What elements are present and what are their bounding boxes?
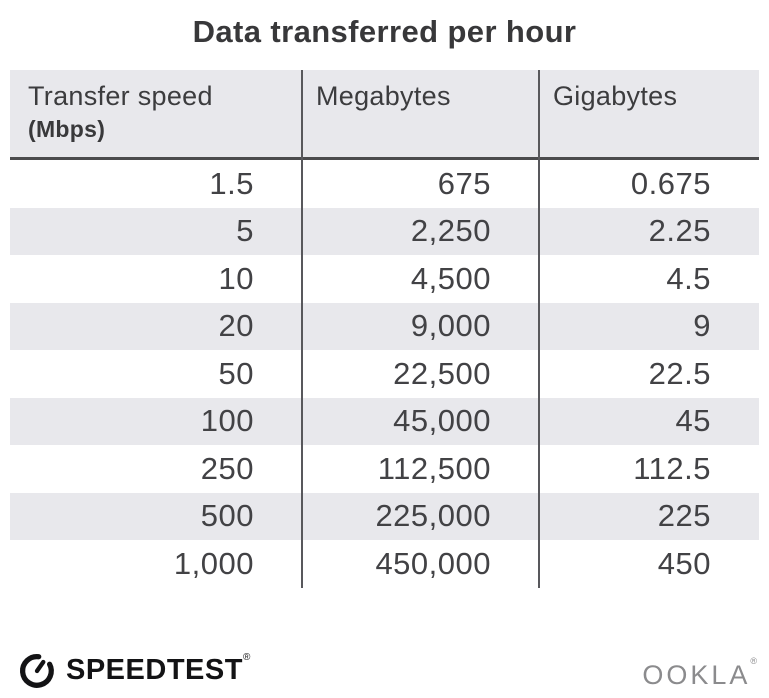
cell-speed: 10 xyxy=(218,260,254,296)
table-header: Transfer speed (Mbps) Megabytes Gigabyte… xyxy=(10,70,759,160)
header-label: Megabytes xyxy=(316,81,451,111)
speedtest-gauge-icon xyxy=(16,649,58,691)
table-row: 5 2,250 2.25 xyxy=(10,207,759,255)
header-cell-megabytes: Megabytes xyxy=(302,70,539,157)
cell-speed: 100 xyxy=(200,403,254,439)
cell-gigabytes: 4.5 xyxy=(666,260,711,296)
cell-gigabytes: 22.5 xyxy=(648,355,711,391)
table-body: 1.5 675 0.675 5 2,250 2.25 10 4,500 4.5 … xyxy=(10,160,759,588)
cell-megabytes: 225,000 xyxy=(375,498,491,534)
cell-gigabytes: 9 xyxy=(693,308,711,344)
table-row: 500 225,000 225 xyxy=(10,492,759,540)
data-table: Transfer speed (Mbps) Megabytes Gigabyte… xyxy=(10,70,759,588)
cell-speed: 250 xyxy=(200,450,254,486)
cell-megabytes: 22,500 xyxy=(393,355,491,391)
speedtest-wordmark: SPEEDTEST® xyxy=(66,651,251,686)
table-row: 1,000 450,000 450 xyxy=(10,540,759,588)
cell-gigabytes: 225 xyxy=(657,498,711,534)
cell-speed: 1.5 xyxy=(209,165,254,201)
cell-gigabytes: 2.25 xyxy=(648,213,711,249)
cell-gigabytes: 0.675 xyxy=(630,165,711,201)
column-divider xyxy=(538,70,540,588)
speedtest-logo: SPEEDTEST® xyxy=(16,649,251,691)
header-sublabel-mbps: (Mbps) xyxy=(28,116,106,142)
cell-speed: 1,000 xyxy=(173,545,254,581)
cell-speed: 5 xyxy=(236,213,254,249)
cell-megabytes: 4,500 xyxy=(410,260,491,296)
registered-mark: ® xyxy=(750,656,757,666)
header-cell-transfer-speed: Transfer speed (Mbps) xyxy=(10,70,302,157)
cell-megabytes: 112,500 xyxy=(377,450,491,486)
table-row: 250 112,500 112.5 xyxy=(10,445,759,493)
table-row: 10 4,500 4.5 xyxy=(10,255,759,303)
registered-mark: ® xyxy=(242,651,251,663)
table-row: 20 9,000 9 xyxy=(10,302,759,350)
ookla-wordmark: OOKLA® xyxy=(642,656,757,690)
table-row: 1.5 675 0.675 xyxy=(10,160,759,208)
column-divider xyxy=(301,70,303,588)
cell-gigabytes: 112.5 xyxy=(633,450,711,486)
cell-megabytes: 45,000 xyxy=(393,403,491,439)
cell-speed: 50 xyxy=(218,355,254,391)
cell-speed: 20 xyxy=(218,308,254,344)
cell-gigabytes: 45 xyxy=(675,403,711,439)
cell-megabytes: 2,250 xyxy=(410,213,491,249)
header-label: Transfer speed xyxy=(28,81,213,111)
cell-speed: 500 xyxy=(200,498,254,534)
page-title: Data transferred per hour xyxy=(192,14,577,49)
cell-megabytes: 675 xyxy=(437,165,491,201)
header-cell-gigabytes: Gigabytes xyxy=(539,70,759,157)
table-row: 100 45,000 45 xyxy=(10,397,759,445)
cell-megabytes: 9,000 xyxy=(410,308,491,344)
header-label: Gigabytes xyxy=(553,81,678,111)
table-row: 50 22,500 22.5 xyxy=(10,350,759,398)
cell-gigabytes: 450 xyxy=(657,545,711,581)
cell-megabytes: 450,000 xyxy=(375,545,491,581)
